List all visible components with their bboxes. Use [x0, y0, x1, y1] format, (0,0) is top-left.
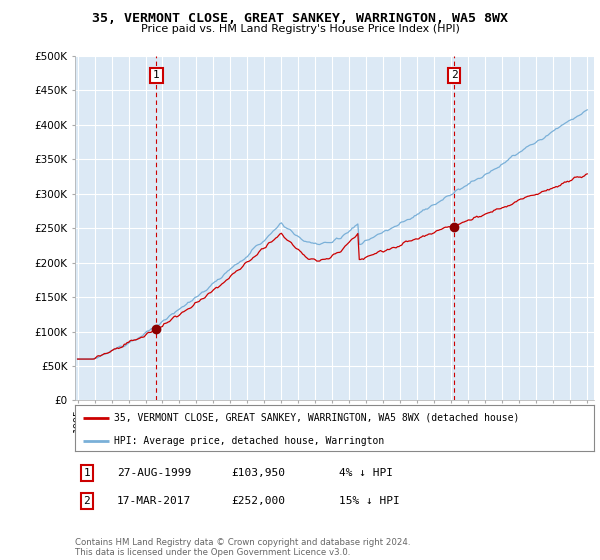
Text: 35, VERMONT CLOSE, GREAT SANKEY, WARRINGTON, WA5 8WX (detached house): 35, VERMONT CLOSE, GREAT SANKEY, WARRING… — [114, 413, 519, 423]
Text: HPI: Average price, detached house, Warrington: HPI: Average price, detached house, Warr… — [114, 436, 384, 446]
Text: 4% ↓ HPI: 4% ↓ HPI — [339, 468, 393, 478]
Text: 35, VERMONT CLOSE, GREAT SANKEY, WARRINGTON, WA5 8WX: 35, VERMONT CLOSE, GREAT SANKEY, WARRING… — [92, 12, 508, 25]
Text: £252,000: £252,000 — [231, 496, 285, 506]
Text: Price paid vs. HM Land Registry's House Price Index (HPI): Price paid vs. HM Land Registry's House … — [140, 24, 460, 34]
Text: Contains HM Land Registry data © Crown copyright and database right 2024.
This d: Contains HM Land Registry data © Crown c… — [75, 538, 410, 557]
Text: 27-AUG-1999: 27-AUG-1999 — [117, 468, 191, 478]
Text: 2: 2 — [83, 496, 91, 506]
Text: 15% ↓ HPI: 15% ↓ HPI — [339, 496, 400, 506]
Text: 2: 2 — [451, 71, 458, 80]
Text: 17-MAR-2017: 17-MAR-2017 — [117, 496, 191, 506]
Text: 1: 1 — [83, 468, 91, 478]
Text: £103,950: £103,950 — [231, 468, 285, 478]
Text: 1: 1 — [153, 71, 160, 80]
